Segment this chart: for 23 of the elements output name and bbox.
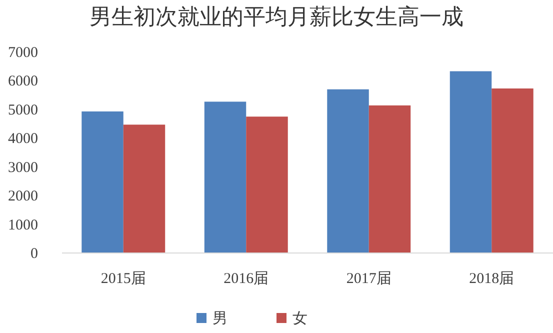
bar (327, 89, 369, 253)
y-tick-label: 3000 (8, 160, 38, 176)
y-tick-label: 1000 (8, 217, 38, 234)
bar (492, 88, 534, 253)
bar (123, 124, 166, 253)
y-tick-label: 6000 (8, 74, 38, 90)
bar (368, 105, 411, 253)
y-tick-label: 2000 (8, 188, 38, 205)
legend-label: 男 (212, 311, 228, 327)
x-tick-label: 2018届 (469, 271, 514, 287)
bar (82, 111, 124, 253)
x-tick-label: 2017届 (346, 271, 392, 287)
y-tick-label: 4000 (8, 131, 38, 148)
x-tick-label: 2016届 (224, 271, 269, 287)
bar (246, 116, 288, 253)
legend-label: 女 (292, 310, 308, 327)
y-tick-label: 0 (30, 246, 38, 262)
bar (450, 71, 492, 253)
y-tick-label: 5000 (8, 102, 38, 118)
x-tick-label: 2015届 (100, 271, 146, 287)
bar (204, 102, 246, 253)
y-tick-label: 7000 (8, 45, 38, 61)
chart-title: 男生初次就业的平均月薪比女生高一成 (90, 4, 464, 29)
